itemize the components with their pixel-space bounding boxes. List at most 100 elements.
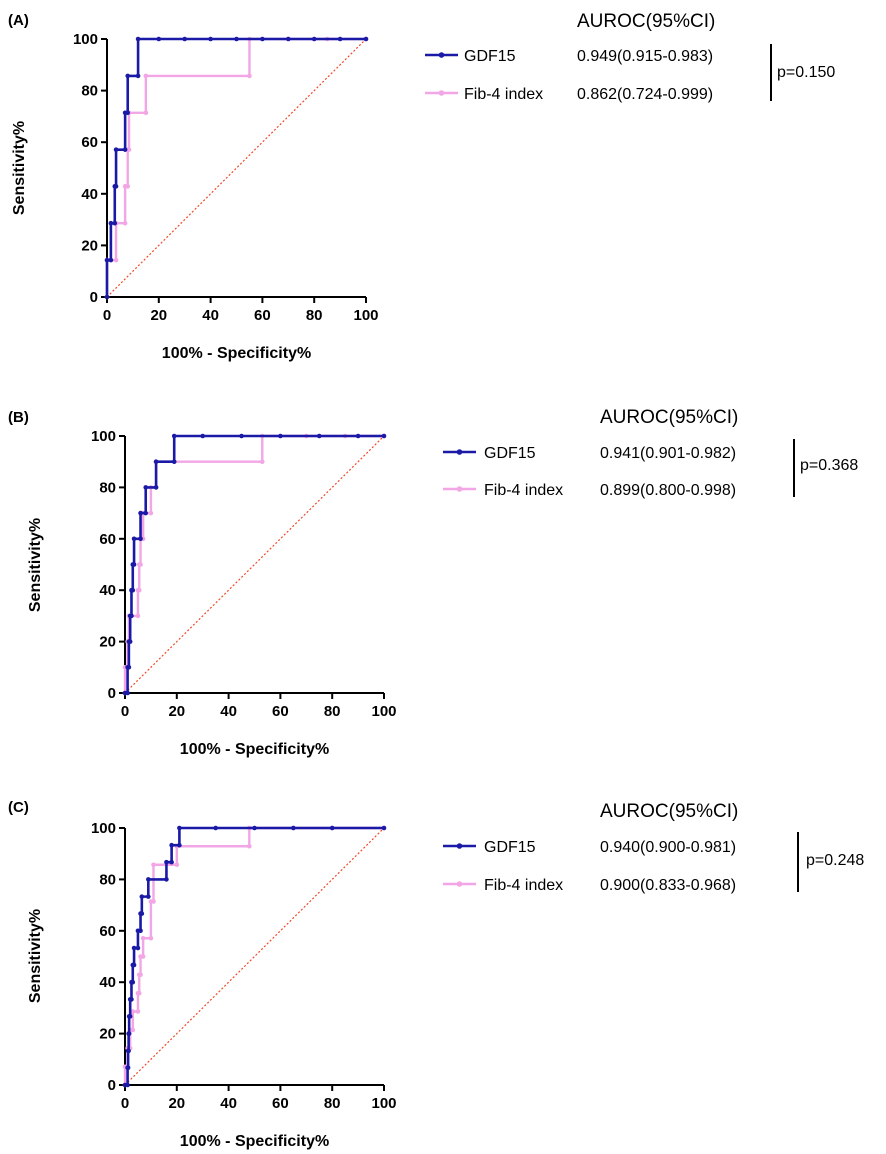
roc-point — [174, 862, 180, 868]
series-gdf15 — [122, 825, 387, 1088]
panel-label: (A) — [8, 12, 29, 29]
roc-point — [138, 972, 143, 978]
roc-point — [169, 842, 174, 848]
y-tick-label: 40 — [81, 186, 98, 203]
roc-point — [125, 73, 131, 79]
y-tick-label: 80 — [81, 83, 98, 100]
roc-point — [138, 928, 143, 934]
x-tick-label: 20 — [150, 307, 167, 324]
roc-point — [108, 257, 114, 263]
series-gdf15 — [122, 433, 387, 696]
roc-point — [129, 997, 134, 1002]
y-axis-title: Sensitivity% — [27, 518, 44, 612]
roc-point — [171, 433, 177, 439]
y-tick-label: 60 — [81, 134, 98, 151]
panel-label: (C) — [8, 799, 29, 816]
roc-point — [122, 147, 128, 152]
roc-point — [143, 73, 149, 79]
roc-line — [123, 434, 384, 693]
roc-point — [125, 110, 131, 116]
y-tick-label: 100 — [91, 820, 116, 837]
p-value-label: p=0.248 — [806, 852, 864, 869]
roc-point — [125, 1082, 130, 1088]
roc-point — [129, 613, 134, 619]
roc-point — [252, 825, 257, 831]
auroc-title: AUROC(95%CI) — [600, 801, 738, 822]
roc-point — [164, 877, 169, 882]
roc-point — [122, 220, 128, 226]
series-gdf15 — [104, 36, 369, 300]
auroc-title: AUROC(95%CI) — [600, 407, 738, 428]
legend-marker — [456, 843, 463, 849]
y-tick-label: 20 — [99, 634, 116, 651]
roc-point — [135, 36, 141, 42]
roc-point — [135, 945, 141, 951]
roc-point — [131, 962, 137, 968]
roc-point — [153, 459, 159, 465]
x-axis-title: 100% - Specificity% — [162, 345, 311, 362]
y-tick-label: 40 — [99, 974, 116, 991]
y-tick-label: 0 — [108, 1077, 116, 1094]
roc-point — [104, 257, 110, 263]
x-tick-label: 100 — [371, 1095, 396, 1112]
roc-point — [143, 510, 149, 516]
reference-diagonal — [106, 38, 367, 298]
panel-label: (B) — [8, 409, 29, 426]
roc-point — [135, 613, 141, 619]
legend-series-name: Fib-4 index — [484, 482, 563, 499]
roc-point — [213, 825, 218, 831]
roc-point — [381, 825, 387, 831]
x-tick-label: 40 — [220, 703, 237, 720]
legend-series-name: GDF15 — [484, 839, 536, 856]
p-value-label: p=0.150 — [777, 64, 835, 81]
roc-point — [143, 110, 149, 116]
legend-auroc-value: 0.941(0.901-0.982) — [600, 445, 736, 462]
x-tick-label: 60 — [272, 703, 289, 720]
roc-point — [239, 433, 244, 439]
roc-point — [156, 36, 162, 42]
roc-point — [381, 433, 387, 439]
roc-point — [126, 1048, 131, 1054]
roc-point — [138, 510, 143, 516]
roc-point — [337, 36, 343, 42]
legend: AUROC(95%CI) GDF15 0.949(0.915-0.983) Fib-4… — [425, 11, 835, 103]
legend-marker — [456, 486, 463, 492]
auroc-title: AUROC(95%CI) — [577, 11, 715, 32]
x-tick-label: 80 — [324, 703, 341, 720]
legend-series-name: GDF15 — [464, 48, 516, 65]
roc-panel: (B) 0 20 40 60 80 100 0 20 40 60 80 100 100% - Specif… — [8, 407, 858, 758]
roc-point — [247, 843, 252, 849]
y-tick-label: 0 — [108, 685, 116, 702]
roc-point — [148, 510, 154, 516]
roc-point — [130, 587, 136, 593]
y-axis-title: Sensitivity% — [11, 121, 28, 215]
y-tick-label: 100 — [73, 31, 98, 48]
roc-point — [148, 935, 154, 941]
p-value-label: p=0.368 — [800, 457, 858, 474]
roc-point — [247, 73, 252, 79]
roc-point — [278, 433, 283, 439]
roc-point — [171, 459, 177, 465]
roc-point — [146, 894, 151, 899]
roc-point — [234, 36, 239, 42]
roc-panel: (A) 0 20 40 60 80 100 0 20 40 60 80 100 100% - Specif… — [8, 11, 835, 362]
roc-point — [113, 147, 119, 152]
roc-point — [113, 257, 119, 263]
roc-point — [200, 433, 205, 439]
y-tick-label: 20 — [99, 1026, 116, 1043]
roc-point — [153, 485, 159, 490]
y-tick-label: 40 — [99, 582, 116, 599]
roc-line — [125, 434, 384, 695]
reference-diagonal — [124, 435, 385, 694]
y-tick-label: 0 — [90, 289, 98, 306]
x-axis-title: 100% - Specificity% — [180, 741, 329, 758]
legend: AUROC(95%CI) GDF15 0.941(0.901-0.982) Fib-4… — [443, 407, 858, 499]
roc-point — [260, 36, 265, 42]
roc-point — [125, 184, 131, 189]
roc-point — [130, 1027, 136, 1033]
legend-series-name: Fib-4 index — [464, 86, 543, 103]
roc-point — [143, 485, 149, 490]
y-tick-label: 100 — [91, 428, 116, 445]
roc-point — [125, 690, 130, 696]
legend-auroc-value: 0.862(0.724-0.999) — [577, 86, 713, 103]
